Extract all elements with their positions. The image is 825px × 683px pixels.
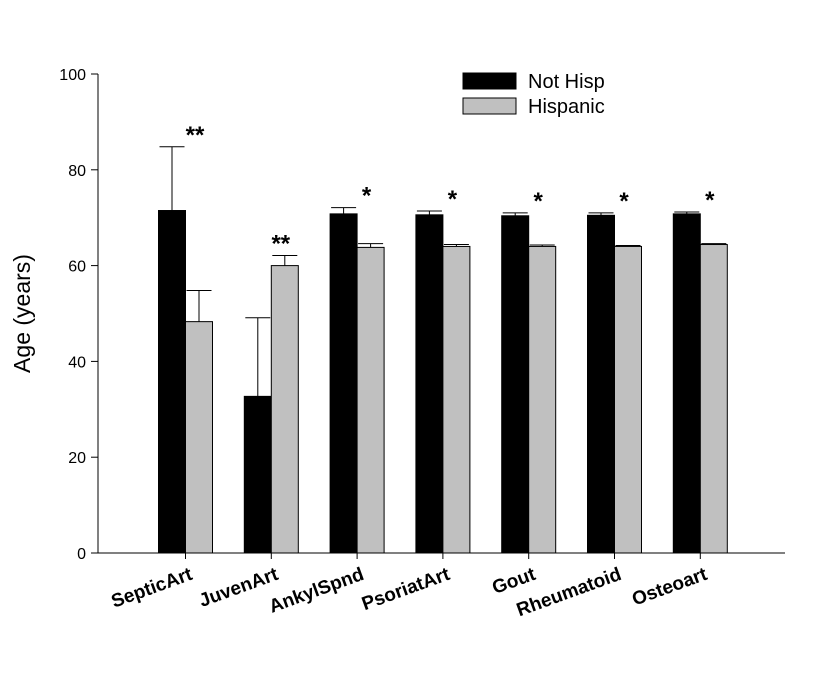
- bar-not-hisp: [501, 215, 530, 554]
- y-axis-label: Age (years): [9, 254, 35, 373]
- x-category-label: SepticArt: [109, 564, 196, 613]
- bar-group-psoriatart: *: [415, 186, 471, 554]
- x-category-label: Gout: [490, 564, 539, 599]
- legend-label-not-hisp: Not Hisp: [528, 71, 605, 93]
- y-tick-label: 0: [77, 546, 86, 563]
- bar-group-ankylspnd: *: [329, 183, 385, 554]
- axes-layer: [97, 74, 785, 554]
- x-category-label: Osteoart: [629, 564, 710, 611]
- y-ticks: 0 20 40 60 80 100: [59, 67, 98, 563]
- bar-group-rheumatoid: *: [587, 188, 642, 554]
- significance-marker: *: [705, 187, 715, 214]
- legend: Not Hisp Hispanic: [462, 71, 605, 118]
- y-tick-label: 60: [68, 259, 86, 276]
- bar-not-hisp: [158, 210, 186, 554]
- y-tick-label: 100: [59, 67, 86, 84]
- x-category-label: PsoriatArt: [359, 564, 453, 615]
- y-tick-label: 40: [68, 354, 86, 371]
- significance-marker: **: [271, 231, 290, 258]
- significance-marker: *: [362, 183, 372, 210]
- x-category-label: AnkylSpnd: [266, 564, 366, 618]
- bar-group-juvenart: **: [243, 231, 299, 554]
- bar-hispanic: [442, 245, 471, 554]
- bar-not-hisp: [587, 214, 615, 554]
- legend-swatch-hispanic: [462, 97, 517, 115]
- bar-hispanic: [614, 245, 642, 554]
- y-tick-label: 20: [68, 450, 86, 467]
- bar-group-gout: *: [501, 188, 557, 554]
- significance-marker: *: [448, 186, 458, 213]
- bar-hispanic: [270, 265, 299, 554]
- y-tick-label: 80: [68, 163, 86, 180]
- bar-hispanic: [185, 321, 213, 554]
- legend-swatch-not-hisp: [462, 72, 517, 90]
- bar-not-hisp: [415, 214, 444, 554]
- bars-layer: ***** * * * *: [158, 122, 728, 554]
- legend-label-hispanic: Hispanic: [528, 96, 605, 118]
- bar-hispanic: [356, 246, 385, 554]
- significance-marker: *: [619, 188, 629, 215]
- bar-not-hisp: [329, 213, 358, 554]
- significance-marker: *: [534, 188, 544, 215]
- bar-hispanic: [528, 245, 557, 554]
- significance-marker: **: [186, 122, 205, 149]
- bar-not-hisp: [672, 213, 701, 554]
- bar-not-hisp: [243, 395, 272, 554]
- bar-group-septicart: **: [158, 122, 213, 554]
- bar-group-osteoart: *: [672, 187, 728, 554]
- bar-hispanic: [699, 244, 728, 554]
